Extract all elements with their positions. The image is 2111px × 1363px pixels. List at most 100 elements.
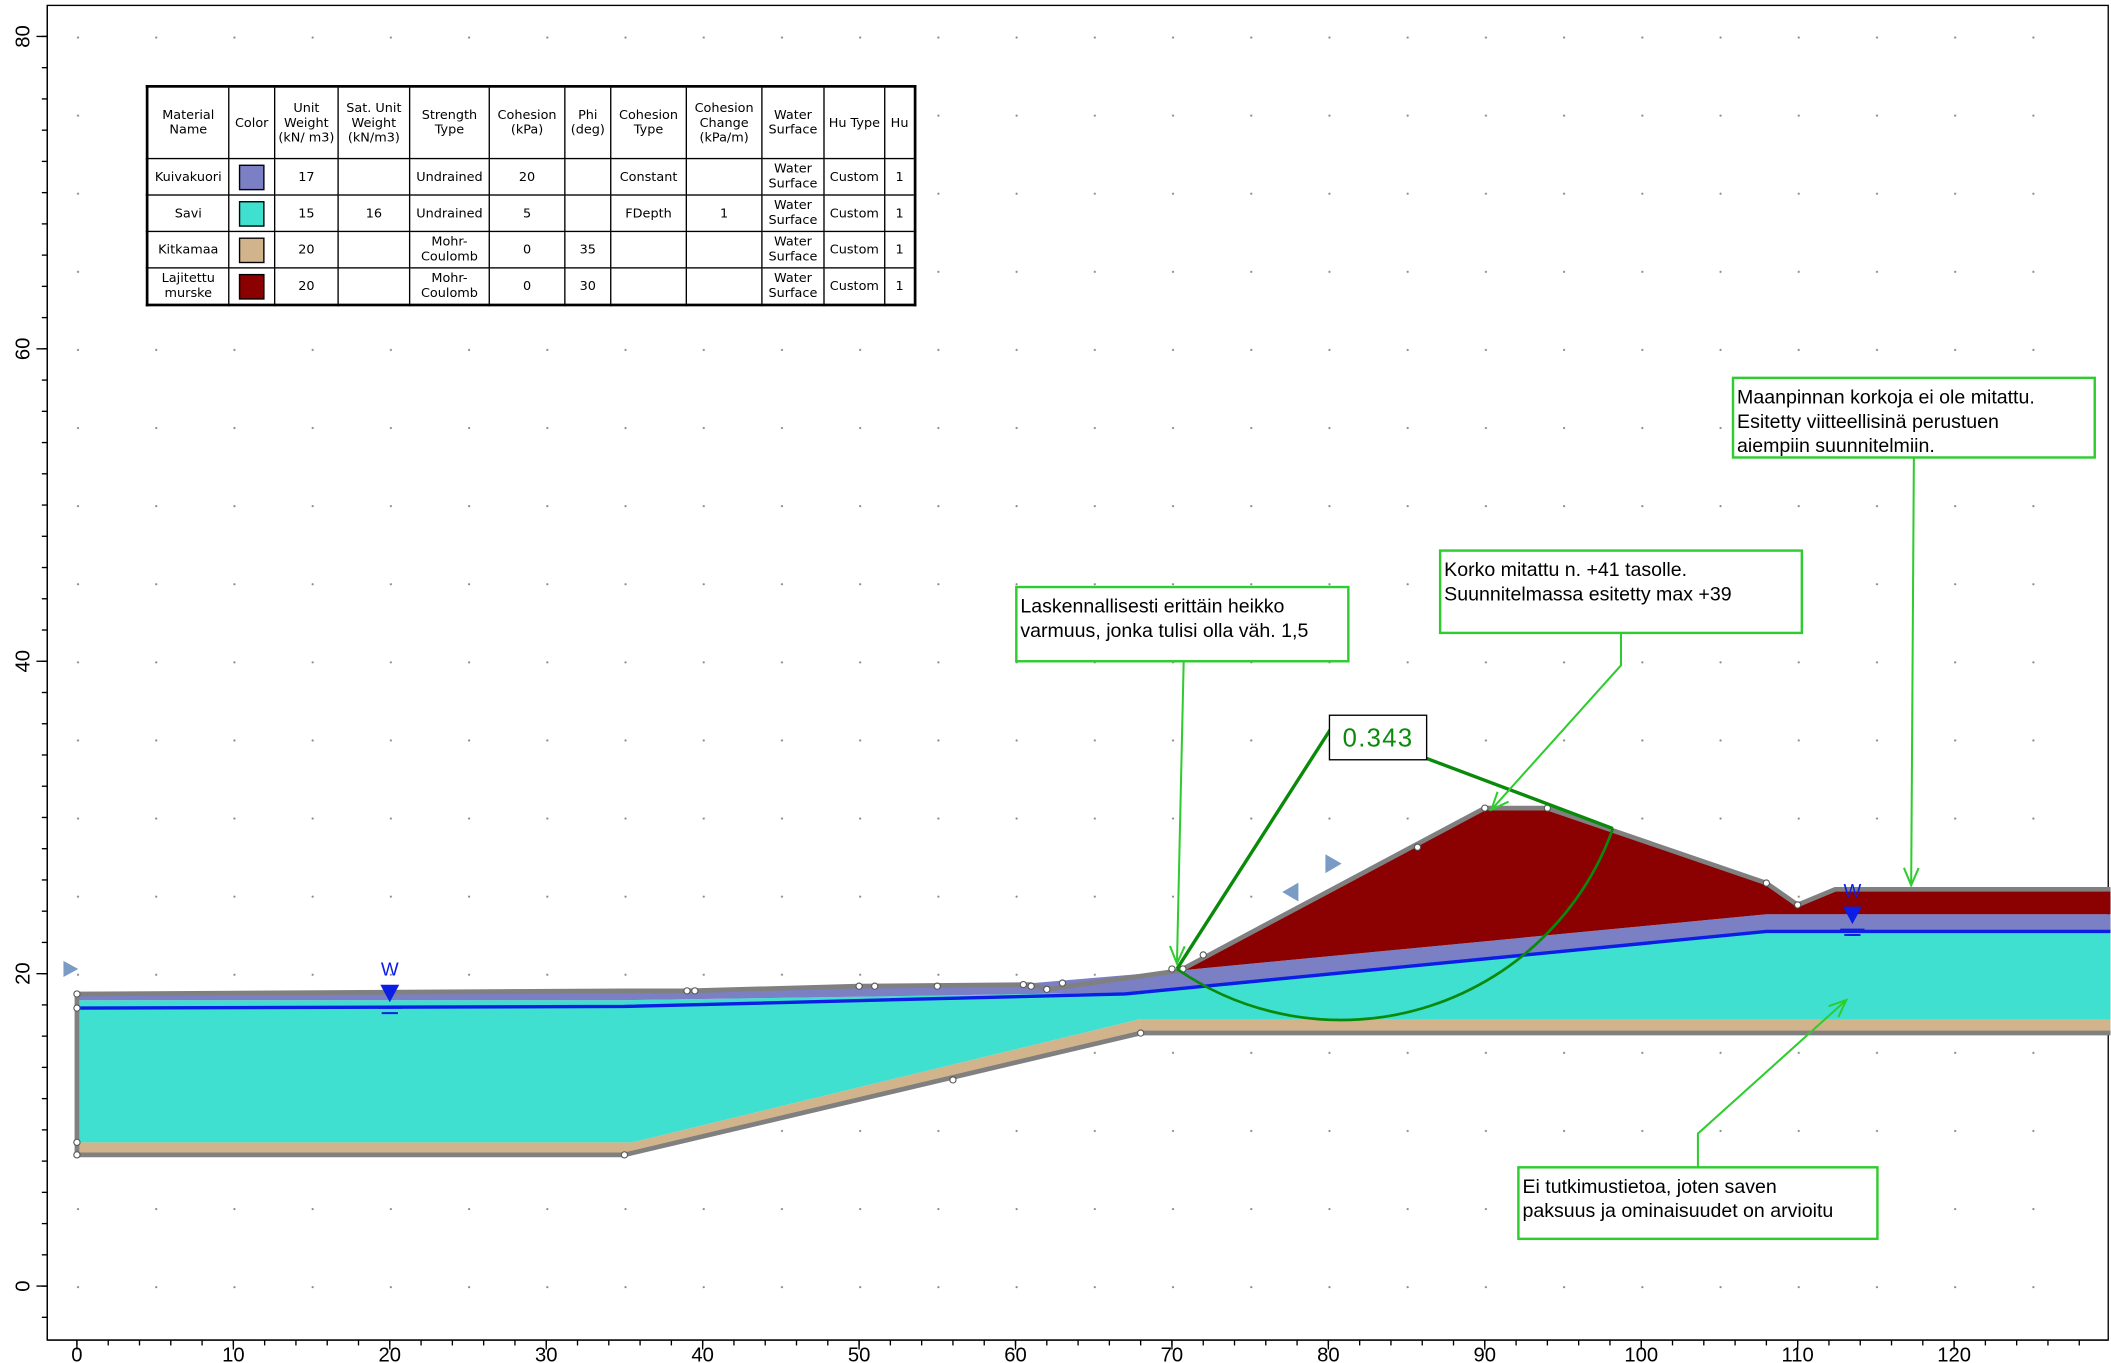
- y-tick-label: 80: [13, 25, 35, 48]
- x-tick-label: 0: [71, 1345, 82, 1363]
- materials-table: Material Name Color Unit Weight (kN/ m3) Sa…: [145, 85, 917, 307]
- header-cell: Material Name: [146, 85, 230, 160]
- water-marker: [380, 984, 400, 1003]
- header-cell: Water Surface: [761, 85, 825, 160]
- annotation-arrow: [1828, 998, 1849, 1018]
- water-table: [76, 929, 2111, 1010]
- vertex: [1043, 985, 1051, 993]
- material-cell: [564, 157, 612, 196]
- vertex: [855, 982, 863, 990]
- material-name: Kitkamaa: [146, 230, 230, 269]
- header-cell: Cohesion (kPa): [488, 85, 566, 160]
- vertex: [949, 1076, 957, 1084]
- material-cell: Water Surface: [761, 230, 825, 269]
- annotation-leader: [1696, 999, 1848, 1168]
- material-cell: [337, 267, 411, 306]
- header-row: Material Name Color Unit Weight (kN/ m3) Sa…: [146, 85, 916, 160]
- material-cell: Mohr-Coulomb: [408, 230, 490, 269]
- material-cell: 20: [273, 267, 339, 306]
- vertex: [1762, 879, 1771, 887]
- vertex: [1413, 843, 1422, 851]
- material-cell: Water Surface: [761, 194, 825, 233]
- material-cell: [610, 267, 687, 306]
- vertex: [1058, 979, 1067, 987]
- material-cell: 1: [884, 157, 916, 196]
- annotation-text: Laskennallisesti erittäin heikko: [1020, 596, 1284, 618]
- vertex: [1794, 901, 1802, 909]
- x-tick-label: 30: [535, 1345, 558, 1363]
- material-cell: 1: [884, 267, 916, 306]
- color-swatch: [238, 163, 265, 190]
- material-cell: [564, 194, 612, 233]
- y-tick-label: 0: [13, 1280, 35, 1291]
- annotation-arrow: [1489, 791, 1509, 812]
- water-label: W: [1844, 881, 1862, 902]
- vertex: [1168, 965, 1176, 973]
- material-name: Lajitettu murske: [146, 267, 230, 306]
- vertex: [871, 982, 879, 990]
- annotation-text: varmuus, jonka tulisi olla väh. 1,5: [1020, 620, 1308, 642]
- x-tick-label: 90: [1474, 1345, 1497, 1363]
- vertex: [1027, 982, 1035, 990]
- annotation-leader: [1175, 661, 1185, 964]
- material-cell: 20: [273, 230, 339, 269]
- color-swatch: [238, 200, 265, 227]
- header-cell: Color: [228, 85, 276, 160]
- material-name: Savi: [146, 194, 230, 233]
- material-cell: Custom: [823, 194, 886, 233]
- material-cell: 20: [488, 157, 566, 196]
- material-cell: 0: [488, 230, 566, 269]
- material-cell: Custom: [823, 230, 886, 269]
- material-cell: 17: [273, 157, 339, 196]
- vertex: [683, 987, 691, 995]
- direction-marker: [1325, 854, 1342, 874]
- header-cell: Sat. Unit Weight (kN/m3): [337, 85, 411, 160]
- x-tick-label: 40: [691, 1345, 714, 1363]
- factor-of-safety: 0.343: [1343, 724, 1414, 752]
- vertex: [691, 987, 699, 995]
- vertex: [73, 1138, 81, 1147]
- header-cell: Hu Type: [823, 85, 886, 160]
- annotation-text: Suunnitelmassa esitetty max +39: [1444, 584, 1731, 606]
- x-tick-label: 20: [379, 1345, 402, 1363]
- fs-leader: [1175, 727, 1333, 970]
- vertex: [620, 1151, 629, 1159]
- x-tick-label: 80: [1317, 1345, 1340, 1363]
- material-cell: 1: [884, 230, 916, 269]
- annotation-leader: [1490, 632, 1623, 811]
- material-name: Kuivakuori: [146, 157, 230, 196]
- annotation-text: Maanpinnan korkoja ei ole mitattu.: [1737, 387, 2035, 409]
- x-tick-label: 70: [1161, 1345, 1184, 1363]
- header-cell: Hu: [884, 85, 916, 160]
- x-tick-label: 10: [222, 1345, 245, 1363]
- direction-marker: [1282, 882, 1299, 902]
- annotations: 0.343 Laskennallisesti erittäin heikkovar…: [1015, 376, 2096, 1241]
- water-label: W: [381, 959, 399, 980]
- annotation-text: Esitetty viitteellisinä perustuen: [1737, 411, 1999, 433]
- material-cell: [610, 230, 687, 269]
- x-tick-label: 120: [1937, 1345, 1971, 1363]
- annotation-leader: [1910, 457, 1915, 886]
- slip-surface: [1176, 828, 1615, 1022]
- material-row: Kitkamaa 20 Mohr-Coulomb 0 35 Water Surface Cu…: [146, 230, 916, 269]
- color-cell: [228, 230, 276, 269]
- material-cell: Constant: [610, 157, 687, 196]
- material-cell: 1: [884, 194, 916, 233]
- axis-marker: [63, 960, 79, 978]
- vertex: [73, 1151, 81, 1159]
- vertex: [73, 1004, 81, 1012]
- material-cell: [685, 157, 763, 196]
- material-cell: Undrained: [408, 157, 490, 196]
- header-cell: Unit Weight (kN/ m3): [273, 85, 339, 160]
- annotation-text: Korko mitattu n. +41 tasolle.: [1444, 559, 1687, 581]
- annotation-box: [1731, 376, 2096, 459]
- header-cell: Cohesion Change (kPa/m): [685, 85, 763, 160]
- annotation-text: paksuus ja ominaisuudet on arvioitu: [1522, 1200, 1833, 1222]
- vertex: [1019, 980, 1027, 989]
- annotation-box: [1438, 549, 1804, 635]
- x-tick-label: 50: [848, 1345, 871, 1363]
- annotation-box: [1015, 585, 1350, 663]
- material-cell: [685, 267, 763, 306]
